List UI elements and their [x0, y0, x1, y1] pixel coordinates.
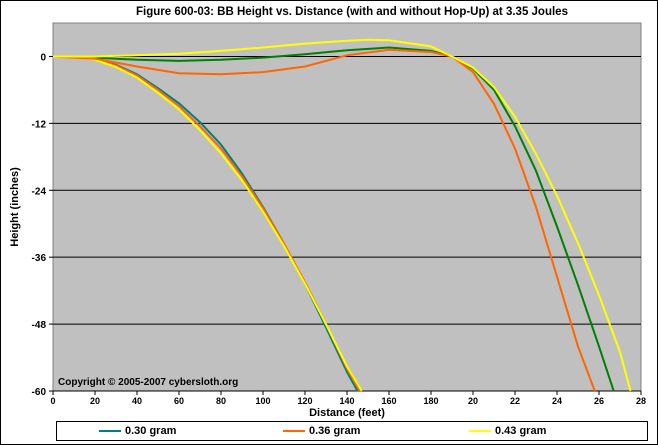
series-line-0-36-gram-with-hop-up	[52, 48, 596, 392]
y-tick-label: 0	[40, 52, 46, 63]
legend: 0.30 gram 0.36 gram 0.43 gram	[56, 421, 648, 441]
x-tick-label: 80	[216, 396, 226, 406]
x-tick-label: 100	[255, 396, 270, 406]
x-tick-label: 140	[339, 396, 354, 406]
series-line-0-30-gram-with-hop-up	[52, 46, 615, 392]
legend-label-0-36-gram: 0.36 gram	[309, 425, 361, 437]
y-axis-ticks: 0 -12 -24 -36 -48 -60	[32, 52, 53, 398]
series-line-0-43-gram-with-hop-up	[53, 38, 632, 392]
x-tick-label: 120	[297, 396, 312, 406]
legend-swatch-0-36-gram	[283, 430, 305, 432]
legend-label-0-30-gram: 0.30 gram	[125, 425, 177, 437]
legend-swatch-0-43-gram	[469, 430, 491, 432]
x-tick-label: 22	[510, 396, 520, 406]
series-line-0-43-gram-without-hop-up	[53, 55, 363, 392]
x-tick-label: 180	[423, 396, 438, 406]
y-axis-label: Height (inches)	[9, 167, 21, 247]
x-tick-label: 60	[174, 396, 184, 406]
legend-label-0-43-gram: 0.43 gram	[495, 425, 547, 437]
x-tick-label: 0	[50, 396, 55, 406]
chart-title: Figure 600-03: BB Height vs. Distance (w…	[136, 6, 568, 18]
legend-entry-0-36-gram: 0.36 gram	[283, 422, 360, 440]
x-tick-label: 26	[594, 396, 604, 406]
x-tick-label: 160	[381, 396, 396, 406]
x-axis-label: Distance (feet)	[309, 407, 385, 419]
x-tick-label: 28	[636, 396, 646, 406]
y-tick-label: -12	[32, 119, 47, 130]
grid-lines	[53, 55, 641, 392]
y-tick-label: -24	[32, 186, 47, 197]
x-tick-label: 40	[132, 396, 142, 406]
series-lines	[52, 38, 632, 392]
legend-entry-0-43-gram: 0.43 gram	[469, 422, 546, 440]
legend-entry-0-30-gram: 0.30 gram	[99, 422, 176, 440]
y-tick-label: -48	[32, 320, 47, 331]
x-tick-label: 24	[552, 396, 562, 406]
x-axis-ticks: 0 20 40 60 80 100 120 140 160 180 20 22 24 26 28	[50, 391, 646, 406]
y-tick-label: -36	[32, 253, 47, 264]
x-tick-label: 20	[90, 396, 100, 406]
legend-swatch-0-30-gram	[99, 430, 121, 432]
y-tick-label: -60	[32, 387, 47, 398]
x-tick-label: 20	[468, 396, 478, 406]
copyright-note: Copyright © 2005-2007 cybersloth.org	[58, 377, 238, 388]
